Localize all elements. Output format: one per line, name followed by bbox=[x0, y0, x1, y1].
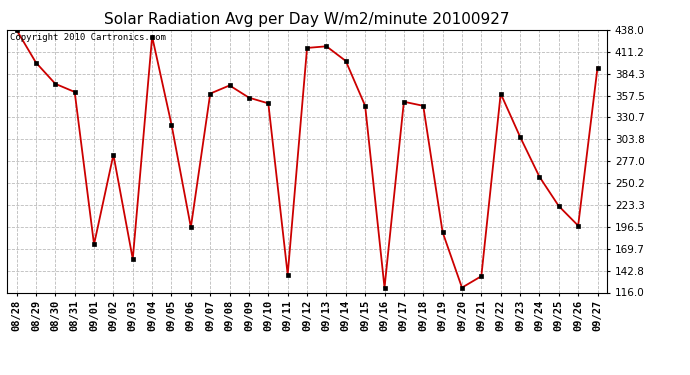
Title: Solar Radiation Avg per Day W/m2/minute 20100927: Solar Radiation Avg per Day W/m2/minute … bbox=[104, 12, 510, 27]
Text: Copyright 2010 Cartronics.com: Copyright 2010 Cartronics.com bbox=[10, 33, 166, 42]
